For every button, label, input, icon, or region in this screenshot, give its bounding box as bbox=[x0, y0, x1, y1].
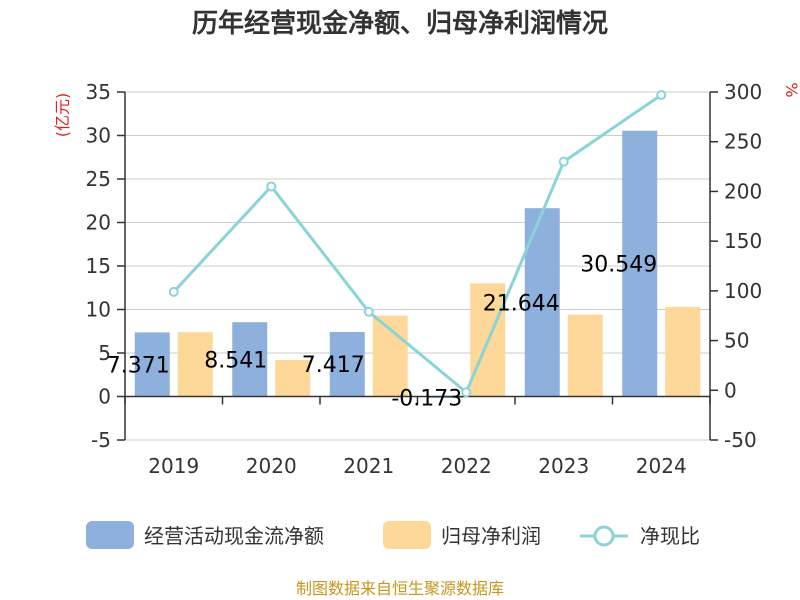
y-left-tick-label: 30 bbox=[86, 124, 111, 148]
legend-label-net-profit: 归母净利润 bbox=[441, 524, 541, 548]
x-tick-label: 2021 bbox=[343, 454, 394, 478]
bar-net-profit bbox=[275, 359, 311, 397]
bar-cash-flow bbox=[427, 396, 463, 399]
source-note: 制图数据来自恒生聚源数据库 bbox=[296, 579, 504, 598]
x-tick-label: 2024 bbox=[636, 454, 687, 478]
legend-swatch-cash-flow bbox=[86, 521, 134, 549]
data-label-cash-flow: 8.541 bbox=[204, 348, 267, 373]
x-tick-label: 2020 bbox=[246, 454, 297, 478]
legend-swatch-net-profit bbox=[383, 521, 431, 549]
y-right-tick-label: 200 bbox=[724, 179, 762, 203]
ratio-line bbox=[172, 93, 663, 395]
y-right-tick-label: 50 bbox=[724, 329, 749, 353]
x-tick-label: 2022 bbox=[441, 454, 492, 478]
y-left-axis-label: (亿元) bbox=[53, 93, 72, 138]
ratio-point bbox=[266, 181, 277, 192]
y-left-tick-label: 0 bbox=[98, 385, 111, 409]
legend-label-cash-flow: 经营活动现金流净额 bbox=[144, 524, 324, 548]
y-left-tick-label: 5 bbox=[98, 341, 111, 365]
legend-label-ratio: 净现比 bbox=[640, 524, 700, 548]
bar-cash-flow bbox=[329, 331, 365, 397]
bar-net-profit bbox=[567, 314, 603, 397]
y-left-tick-label: -5 bbox=[91, 428, 111, 452]
ratio-point bbox=[656, 89, 667, 100]
data-label-cash-flow: 7.371 bbox=[107, 353, 170, 378]
x-tick-label: 2019 bbox=[148, 454, 199, 478]
y-right-tick-label: 100 bbox=[724, 279, 762, 303]
y-right-tick-label: 150 bbox=[724, 229, 762, 253]
y-left-tick-label: 10 bbox=[86, 298, 111, 322]
ratio-point bbox=[461, 387, 472, 398]
bar-cash-flow bbox=[134, 332, 170, 397]
data-label-cash-flow: -0.173 bbox=[391, 386, 462, 411]
legend-swatch-ratio-marker bbox=[593, 525, 615, 547]
y-right-tick-label: 0 bbox=[724, 378, 737, 402]
bar-net-profit bbox=[665, 306, 701, 397]
grid-lines bbox=[125, 91, 710, 441]
chart-title: 历年经营现金净额、归母净利润情况 bbox=[192, 8, 608, 39]
y-right-tick-label: 300 bbox=[724, 80, 762, 104]
ratio-point bbox=[363, 306, 374, 317]
x-tick-label: 2023 bbox=[538, 454, 589, 478]
data-label-cash-flow: 7.417 bbox=[302, 353, 365, 378]
legend: 经营活动现金流净额 归母净利润 净现比 bbox=[86, 521, 700, 549]
y-right-tick-label: -50 bbox=[724, 428, 757, 452]
y-left-tick-label: 25 bbox=[86, 167, 111, 191]
ratio-point bbox=[168, 286, 179, 297]
y-right-tick-label: 250 bbox=[724, 130, 762, 154]
ratio-line-layer bbox=[168, 89, 667, 398]
bar-cash-flow bbox=[232, 322, 268, 397]
y-left-tick-label: 15 bbox=[86, 254, 111, 278]
bar-net-profit bbox=[177, 332, 213, 397]
ratio-point bbox=[558, 156, 569, 167]
bar-cash-flow bbox=[622, 130, 658, 397]
y-left-tick-label: 20 bbox=[86, 211, 111, 235]
data-label-cash-flow: 21.644 bbox=[483, 291, 560, 316]
data-label-cash-flow: 30.549 bbox=[580, 253, 657, 278]
axes: -505101520253035-50050100150200250300201… bbox=[86, 80, 763, 478]
data-labels: 7.371 8.541 7.417 -0.173 21.644 30.549 bbox=[107, 253, 657, 412]
y-right-axis-label: % bbox=[782, 82, 800, 97]
y-left-tick-label: 35 bbox=[86, 80, 111, 104]
